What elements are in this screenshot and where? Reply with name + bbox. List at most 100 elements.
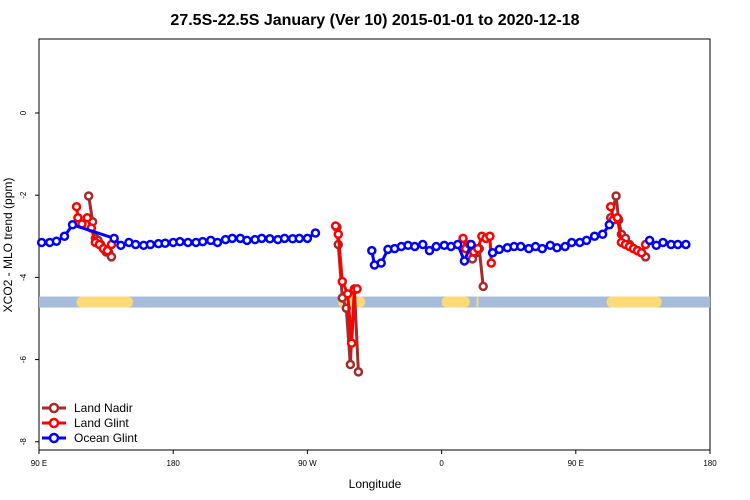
point-ocean-glint-60 <box>567 237 577 248</box>
point-ocean-glint-3 <box>59 231 70 242</box>
point-ocean-glint-21 <box>227 233 237 244</box>
y-tick-label-2: -4 <box>19 273 28 281</box>
series-ocean-glint <box>36 220 691 270</box>
x-tick-label-0: 90 E <box>31 459 47 468</box>
chart-title: 27.5S-22.5S January (Ver 10) 2015-01-01 … <box>170 12 579 29</box>
point-land-glint-10 <box>330 221 341 231</box>
point-ocean-glint-30 <box>294 233 305 244</box>
point-ocean-glint-14 <box>175 236 185 247</box>
point-ocean-glint-64 <box>597 229 608 239</box>
x-tick-label-2: 90 W <box>298 459 317 468</box>
point-land-nadir-8 <box>106 252 117 262</box>
ocean-band <box>39 296 710 308</box>
point-land-glint-28 <box>612 213 623 223</box>
land-span-3 <box>476 296 479 308</box>
point-ocean-glint-71 <box>681 239 691 250</box>
y-axis-label: XCO2 - MLO trend (ppm) <box>1 178 15 313</box>
legend-label-land-glint: Land Glint <box>74 416 129 430</box>
point-ocean-glint-41 <box>418 239 428 250</box>
point-ocean-glint-43 <box>431 241 441 252</box>
axes: 90 E 180 90 W 0 90 E 180 0 -2 -4 -6 -8 <box>19 110 717 468</box>
point-ocean-glint-46 <box>452 239 463 250</box>
point-ocean-glint-17 <box>197 236 208 247</box>
point-land-glint-12 <box>337 276 348 287</box>
point-ocean-glint-12 <box>160 238 170 249</box>
point-ocean-glint-56 <box>537 243 547 254</box>
x-tick-label-4: 90 E <box>568 459 584 468</box>
land-span-4 <box>606 296 662 308</box>
point-ocean-glint-6 <box>116 240 126 251</box>
landmask-band <box>39 296 710 308</box>
point-land-nadir-15 <box>353 367 364 377</box>
point-ocean-glint-4 <box>67 220 78 230</box>
point-ocean-glint-42 <box>424 245 435 256</box>
land-span-2 <box>441 296 470 308</box>
x-tick-label-5: 180 <box>703 459 717 468</box>
point-ocean-glint-2 <box>51 236 62 246</box>
point-ocean-glint-63 <box>589 231 600 242</box>
point-ocean-glint-65 <box>604 220 615 230</box>
series-land-glint <box>71 201 651 348</box>
point-land-glint-8 <box>102 245 113 256</box>
y-tick-label-4: -8 <box>19 438 28 446</box>
x-tick-label-1: 180 <box>167 459 181 468</box>
point-ocean-glint-15 <box>183 237 193 248</box>
point-ocean-glint-25 <box>257 233 267 244</box>
point-ocean-glint-31 <box>302 233 313 244</box>
point-ocean-glint-8 <box>130 239 141 250</box>
point-ocean-glint-32 <box>310 228 321 238</box>
point-ocean-glint-19 <box>212 237 223 248</box>
y-tick-label-3: -6 <box>19 355 28 363</box>
point-ocean-glint-0 <box>36 237 47 248</box>
point-ocean-glint-5 <box>109 233 119 244</box>
y-tick-label-1: -2 <box>19 191 28 199</box>
point-ocean-glint-47 <box>459 256 470 266</box>
point-land-nadir-13 <box>345 359 356 370</box>
legend-marker-land-glint <box>48 417 60 429</box>
point-ocean-glint-48 <box>466 239 476 250</box>
point-ocean-glint-62 <box>581 235 592 246</box>
point-land-glint-24 <box>485 231 495 242</box>
point-ocean-glint-50 <box>494 244 505 255</box>
point-land-nadir-20 <box>478 281 488 292</box>
point-ocean-glint-70 <box>673 239 683 250</box>
x-tick-label-3: 0 <box>439 459 444 468</box>
point-land-glint-16 <box>352 284 362 294</box>
point-ocean-glint-59 <box>560 241 570 252</box>
point-land-glint-1 <box>73 213 83 223</box>
point-land-nadir-0 <box>83 191 94 201</box>
point-ocean-glint-40 <box>410 241 420 252</box>
point-land-glint-26 <box>605 201 616 212</box>
point-land-glint-34 <box>636 247 647 258</box>
series <box>36 191 691 377</box>
legend-marker-ocean-glint <box>48 432 60 444</box>
x-axis-label: Longitude <box>349 477 402 491</box>
legend-label-ocean-glint: Ocean Glint <box>74 431 138 445</box>
point-ocean-glint-23 <box>242 235 252 246</box>
point-land-nadir-22 <box>611 191 621 201</box>
series-land-nadir <box>83 191 651 377</box>
point-land-glint-14 <box>346 338 357 348</box>
point-land-glint-11 <box>333 229 344 239</box>
point-land-glint-25 <box>486 258 497 268</box>
point-ocean-glint-35 <box>376 258 386 268</box>
point-ocean-glint-66 <box>644 235 655 246</box>
point-land-glint-13 <box>342 289 353 299</box>
land-span-0 <box>76 296 133 308</box>
point-land-glint-3 <box>82 213 93 223</box>
legend-marker-land-nadir <box>48 402 60 414</box>
point-ocean-glint-58 <box>552 243 562 253</box>
point-ocean-glint-10 <box>145 239 156 250</box>
point-ocean-glint-53 <box>516 241 526 252</box>
legend-label-land-nadir: Land Nadir <box>74 401 133 415</box>
point-ocean-glint-26 <box>265 233 275 244</box>
point-land-glint-21 <box>473 243 483 254</box>
point-ocean-glint-68 <box>658 237 668 248</box>
point-ocean-glint-33 <box>367 245 377 256</box>
y-tick-label-0: 0 <box>19 110 28 115</box>
point-land-glint-17 <box>458 233 468 244</box>
point-land-glint-0 <box>71 201 82 212</box>
point-ocean-glint-28 <box>279 233 290 244</box>
